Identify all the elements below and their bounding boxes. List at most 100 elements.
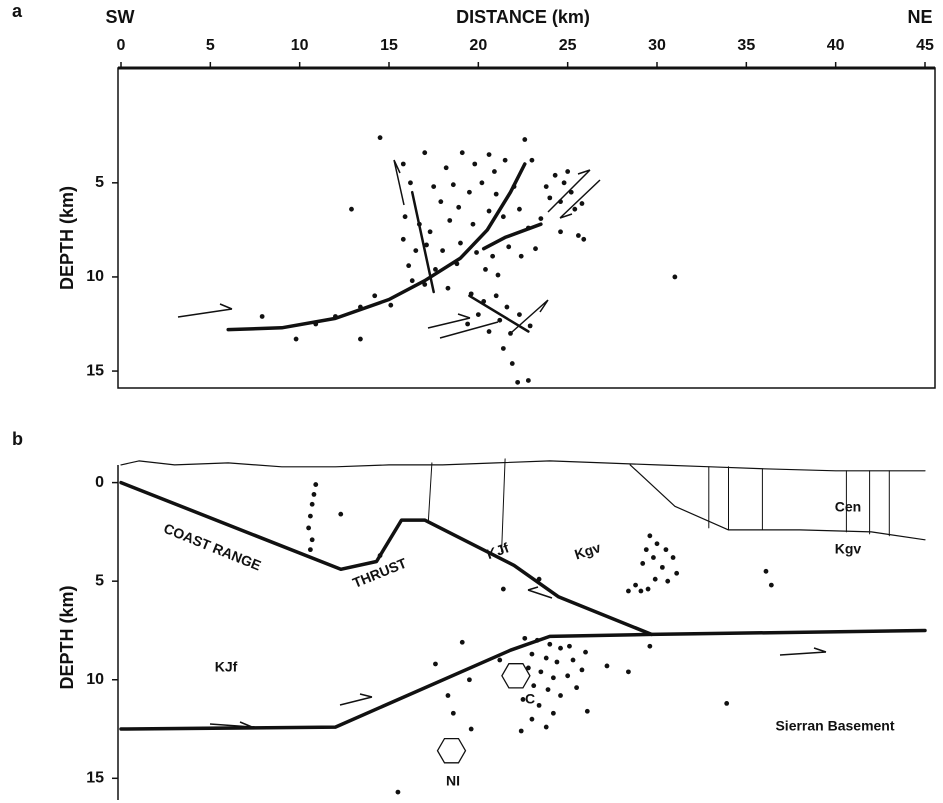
y-tick-label: 15 bbox=[86, 362, 104, 379]
hypocenter bbox=[445, 285, 451, 291]
hypocenter bbox=[543, 184, 549, 189]
hypocenter bbox=[483, 267, 488, 272]
annotation: Kgv bbox=[835, 541, 862, 557]
y-tick-label: 10 bbox=[86, 268, 104, 285]
hypocenter bbox=[377, 135, 383, 141]
hypocenter bbox=[293, 336, 299, 342]
x-tick-label: 10 bbox=[291, 37, 309, 54]
x-tick-label: 0 bbox=[117, 37, 126, 54]
x-axis-title: DISTANCE (km) bbox=[456, 7, 590, 27]
y-axis-title: DEPTH (km) bbox=[57, 585, 77, 689]
hypocenter bbox=[645, 586, 651, 592]
hypocenter bbox=[493, 293, 499, 299]
hypocenter bbox=[538, 216, 544, 221]
hypocenter bbox=[558, 693, 563, 698]
panel: a DEPTH (km) DISTANCE (km) SW NE 0 5 10 15 20 25 30… bbox=[12, 1, 936, 389]
hypocenter bbox=[640, 561, 646, 566]
hypocenter bbox=[533, 246, 538, 252]
hypocenter bbox=[500, 214, 506, 220]
hypocenter bbox=[306, 525, 311, 531]
arrow bbox=[393, 159, 405, 206]
hypocenter bbox=[561, 180, 567, 186]
x-tick-label: 20 bbox=[469, 37, 487, 54]
hypocenter bbox=[525, 665, 531, 671]
hypocenter bbox=[550, 710, 556, 716]
arrow bbox=[177, 303, 233, 318]
hypocenter bbox=[475, 312, 481, 317]
hypocenter bbox=[468, 726, 474, 732]
arrows bbox=[177, 159, 827, 728]
hypocenter bbox=[565, 673, 571, 679]
hypocenter bbox=[547, 195, 553, 201]
hypocenter bbox=[567, 643, 572, 649]
hypocenter bbox=[490, 253, 496, 259]
hypocenter bbox=[522, 635, 528, 641]
hypocenter bbox=[474, 250, 479, 255]
hypocenter bbox=[674, 570, 680, 576]
hypocenter bbox=[486, 208, 492, 214]
hypocenter bbox=[450, 710, 456, 716]
hypocenter bbox=[570, 657, 576, 663]
fault-line bbox=[119, 628, 927, 731]
hypocenter bbox=[445, 693, 451, 698]
hypocenter bbox=[259, 314, 265, 319]
y-tick-label: 0 bbox=[95, 474, 104, 491]
x-tick-label: 45 bbox=[916, 37, 934, 54]
hypocenter bbox=[459, 639, 465, 645]
hypocenter bbox=[647, 533, 653, 539]
hypocenter bbox=[724, 701, 730, 706]
hypocenter bbox=[309, 537, 315, 543]
hypocenter bbox=[508, 331, 513, 336]
annotation: KJf bbox=[484, 539, 511, 562]
hypocenter bbox=[531, 683, 537, 689]
hypocenter bbox=[584, 708, 590, 714]
hypocenter bbox=[465, 321, 471, 327]
arrow bbox=[527, 586, 553, 599]
hypocenter bbox=[568, 189, 574, 195]
hypocenter bbox=[626, 588, 631, 594]
hypocenter bbox=[518, 728, 524, 734]
hypocenter bbox=[659, 564, 665, 570]
hypocenter bbox=[638, 588, 644, 594]
hypocenter bbox=[604, 663, 610, 669]
hypocenter bbox=[493, 191, 499, 197]
hypocenter bbox=[500, 586, 506, 592]
y-axis-title: DEPTH (km) bbox=[57, 186, 77, 290]
hypocenter bbox=[574, 685, 579, 691]
hypocenter bbox=[643, 547, 649, 553]
hypocenter bbox=[431, 184, 437, 189]
hypocenter bbox=[651, 555, 656, 560]
hypocenter bbox=[672, 274, 678, 280]
hypocenter bbox=[509, 361, 515, 366]
hypocenter bbox=[527, 323, 533, 329]
x-tick-label: 35 bbox=[737, 37, 755, 54]
annotation: THRUST bbox=[350, 555, 409, 591]
hypocenter bbox=[311, 492, 317, 497]
hypocenter bbox=[534, 637, 540, 643]
y-tick-label: 5 bbox=[95, 174, 104, 191]
hypocenter bbox=[433, 661, 438, 667]
hypocenter bbox=[525, 378, 531, 383]
hypocenter bbox=[400, 161, 406, 167]
hypocenter bbox=[502, 157, 508, 163]
hypocenter bbox=[500, 346, 506, 351]
hypocenter bbox=[388, 302, 394, 308]
hypocenter bbox=[538, 669, 544, 675]
hypocenter bbox=[545, 687, 551, 692]
x-tick-label: 25 bbox=[559, 37, 577, 54]
hypocenter bbox=[763, 568, 769, 574]
y-tick-label: 10 bbox=[86, 671, 104, 688]
hypocenter bbox=[427, 229, 433, 235]
hexagon-marker bbox=[501, 663, 531, 689]
hypocenter bbox=[654, 541, 660, 547]
hypocenter bbox=[665, 578, 671, 584]
direction-label: SW bbox=[106, 7, 135, 27]
hypocenter bbox=[406, 263, 412, 269]
hypocenter bbox=[456, 204, 462, 210]
hypocenter bbox=[495, 272, 501, 278]
x-tick-label: 15 bbox=[380, 37, 398, 54]
hypocenter bbox=[522, 137, 528, 142]
hypocenter bbox=[408, 180, 413, 186]
y-tick-label: 15 bbox=[86, 770, 104, 787]
hypocenter bbox=[472, 161, 478, 167]
